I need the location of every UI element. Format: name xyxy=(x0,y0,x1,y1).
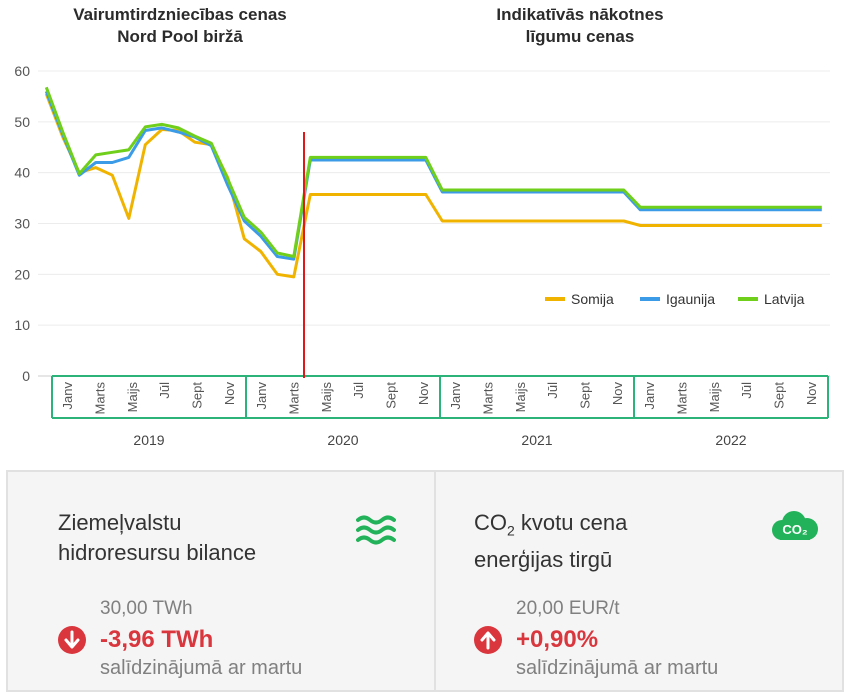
arrow-down-icon xyxy=(58,626,86,654)
right-chart-title: Indikatīvās nākotnes līgumu cenas xyxy=(440,4,720,48)
right-title-line1: Indikatīvās nākotnes xyxy=(496,5,664,24)
month-tick-label: Nov xyxy=(222,382,237,406)
left-title-line2: Nord Pool biržā xyxy=(117,27,243,46)
month-tick-label: Sept xyxy=(772,382,787,409)
co2-title-line1: CO2 kvotu cena xyxy=(474,508,627,545)
month-tick-label: Marts xyxy=(93,382,108,415)
y-tick-label: 30 xyxy=(14,216,30,232)
month-tick-label: Janv xyxy=(60,382,75,410)
month-tick-label: Maijs xyxy=(707,382,722,413)
co2-change: +0,90% xyxy=(516,626,599,653)
co2-icon-text: CO₂ xyxy=(782,522,808,537)
month-tick-label: Nov xyxy=(416,382,431,406)
arrow-up-icon xyxy=(474,626,502,654)
co2-value: 20,00 EUR/t xyxy=(516,598,620,619)
co2-cloud-icon: CO₂ xyxy=(770,510,820,549)
month-tick-label: Maijs xyxy=(319,382,334,413)
month-tick-label: Janv xyxy=(254,382,269,410)
hydro-title-line1: Ziemeļvalstu xyxy=(58,510,182,535)
month-tick-label: Marts xyxy=(675,382,690,415)
month-tick-label: Jūl xyxy=(157,382,172,399)
co2-title-post: kvotu cena xyxy=(514,510,628,535)
legend-label: Latvija xyxy=(764,291,805,307)
series-line-latvija xyxy=(44,86,822,258)
hydro-change: -3,96 TWh xyxy=(100,626,214,653)
month-tick-label: Jūl xyxy=(739,382,754,399)
y-tick-label: 50 xyxy=(14,114,30,130)
year-label: 2019 xyxy=(133,432,164,448)
hydro-title: Ziemeļvalstu hidroresursu bilance xyxy=(58,508,256,568)
month-tick-label: Jūl xyxy=(351,382,366,399)
hydro-compare: salīdzinājumā ar martu xyxy=(100,657,303,679)
y-tick-label: 60 xyxy=(14,63,30,79)
co2-title-sub: 2 xyxy=(507,522,515,539)
left-title-line1: Vairumtirdzniecības cenas xyxy=(73,5,287,24)
y-tick-label: 0 xyxy=(22,368,30,384)
hydro-title-line2: hidroresursu bilance xyxy=(58,540,257,565)
waves-icon xyxy=(356,514,396,551)
y-tick-label: 10 xyxy=(14,317,30,333)
price-chart: 0 10 20 30 40 50 60 Janv Marts Maijs Jūl Sept Nov Jan… xyxy=(14,63,830,448)
month-tick-label: Nov xyxy=(610,382,625,406)
month-tick-label: Nov xyxy=(804,382,819,406)
year-label: 2020 xyxy=(327,432,358,448)
co2-title-line2: enerģijas tirgū xyxy=(474,547,613,573)
year-label: 2022 xyxy=(715,432,746,448)
hydro-value: 30,00 TWh xyxy=(100,598,193,619)
month-tick-label: Jūl xyxy=(545,382,560,399)
month-tick-label: Maijs xyxy=(513,382,528,413)
month-tick-label: Marts xyxy=(481,382,496,415)
month-tick-label: Maijs xyxy=(125,382,140,413)
y-tick-label: 20 xyxy=(14,266,30,282)
co2-title: CO2 kvotu cena enerģijas tirgū xyxy=(474,508,627,575)
month-tick-label: Sept xyxy=(384,382,399,409)
co2-panel: CO2 kvotu cena enerģijas tirgū CO₂ 20,00… xyxy=(434,470,844,692)
hydro-panel: Ziemeļvalstu hidroresursu bilance 30,00 … xyxy=(6,470,436,692)
legend-label: Somija xyxy=(571,291,614,307)
month-tick-label: Sept xyxy=(578,382,593,409)
left-chart-title: Vairumtirdzniecības cenas Nord Pool birž… xyxy=(40,4,320,48)
year-label: 2021 xyxy=(521,432,552,448)
co2-compare: salīdzinājumā ar martu xyxy=(516,657,719,679)
co2-title-pre: CO xyxy=(474,510,507,535)
y-tick-label: 40 xyxy=(14,165,30,181)
month-tick-label: Janv xyxy=(448,382,463,410)
right-title-line2: līgumu cenas xyxy=(525,27,635,46)
month-tick-label: Marts xyxy=(287,382,302,415)
legend-label: Igaunija xyxy=(666,291,715,307)
month-tick-label: Janv xyxy=(642,382,657,410)
month-tick-label: Sept xyxy=(190,382,205,409)
